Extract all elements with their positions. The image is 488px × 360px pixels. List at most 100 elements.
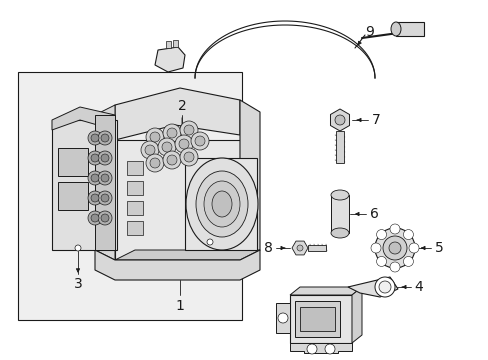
Circle shape bbox=[408, 243, 418, 253]
Bar bbox=[58, 148, 88, 176]
Polygon shape bbox=[347, 277, 397, 297]
Circle shape bbox=[98, 191, 112, 205]
Polygon shape bbox=[240, 100, 260, 260]
Circle shape bbox=[325, 344, 334, 354]
Circle shape bbox=[388, 242, 400, 254]
Bar bbox=[330, 195, 348, 233]
Bar bbox=[127, 221, 142, 235]
Polygon shape bbox=[95, 105, 115, 260]
Circle shape bbox=[378, 281, 390, 293]
Polygon shape bbox=[289, 287, 361, 295]
Ellipse shape bbox=[390, 22, 400, 36]
Circle shape bbox=[101, 174, 109, 182]
Bar bbox=[52, 120, 117, 250]
Text: 9: 9 bbox=[365, 25, 374, 39]
Circle shape bbox=[150, 132, 160, 142]
Ellipse shape bbox=[330, 228, 348, 238]
Bar bbox=[127, 161, 142, 175]
Circle shape bbox=[163, 124, 181, 142]
Circle shape bbox=[179, 139, 189, 149]
Circle shape bbox=[180, 121, 198, 139]
Circle shape bbox=[98, 211, 112, 225]
Circle shape bbox=[175, 135, 193, 153]
Text: 8: 8 bbox=[263, 241, 272, 255]
Bar bbox=[294, 301, 339, 337]
Polygon shape bbox=[115, 88, 240, 140]
Circle shape bbox=[98, 131, 112, 145]
Circle shape bbox=[374, 277, 394, 297]
Ellipse shape bbox=[196, 171, 247, 237]
Circle shape bbox=[278, 313, 287, 323]
Circle shape bbox=[145, 145, 155, 155]
Circle shape bbox=[389, 262, 399, 272]
Circle shape bbox=[88, 151, 102, 165]
Circle shape bbox=[91, 134, 99, 142]
Circle shape bbox=[88, 211, 102, 225]
Circle shape bbox=[306, 344, 316, 354]
Circle shape bbox=[296, 245, 303, 251]
Circle shape bbox=[403, 256, 412, 266]
Circle shape bbox=[183, 125, 194, 135]
Polygon shape bbox=[289, 343, 351, 353]
Bar bbox=[127, 201, 142, 215]
Circle shape bbox=[91, 214, 99, 222]
Bar bbox=[18, 72, 242, 320]
Polygon shape bbox=[351, 287, 361, 343]
Bar bbox=[165, 41, 171, 48]
Circle shape bbox=[183, 152, 194, 162]
Bar bbox=[184, 158, 257, 250]
Bar bbox=[299, 307, 334, 331]
Circle shape bbox=[75, 245, 81, 251]
Circle shape bbox=[146, 154, 163, 172]
Text: 6: 6 bbox=[369, 207, 378, 221]
Circle shape bbox=[180, 148, 198, 166]
Ellipse shape bbox=[185, 158, 258, 250]
Circle shape bbox=[101, 154, 109, 162]
Bar bbox=[289, 295, 351, 343]
Circle shape bbox=[389, 224, 399, 234]
Circle shape bbox=[370, 243, 380, 253]
Circle shape bbox=[206, 239, 213, 245]
Circle shape bbox=[98, 171, 112, 185]
Circle shape bbox=[167, 155, 177, 165]
Circle shape bbox=[376, 230, 386, 239]
Circle shape bbox=[91, 154, 99, 162]
Circle shape bbox=[101, 194, 109, 202]
Circle shape bbox=[163, 151, 181, 169]
Bar bbox=[173, 40, 178, 47]
Circle shape bbox=[374, 228, 414, 268]
Polygon shape bbox=[115, 250, 260, 260]
Bar bbox=[307, 245, 325, 251]
Circle shape bbox=[334, 115, 345, 125]
Circle shape bbox=[101, 134, 109, 142]
Text: 2: 2 bbox=[177, 99, 186, 113]
Circle shape bbox=[167, 128, 177, 138]
Circle shape bbox=[98, 151, 112, 165]
Circle shape bbox=[158, 138, 176, 156]
Circle shape bbox=[91, 174, 99, 182]
Circle shape bbox=[162, 142, 172, 152]
Circle shape bbox=[88, 191, 102, 205]
Circle shape bbox=[91, 194, 99, 202]
Ellipse shape bbox=[203, 181, 240, 227]
Bar bbox=[395, 22, 423, 36]
Text: 5: 5 bbox=[434, 241, 443, 255]
Circle shape bbox=[191, 132, 208, 150]
Circle shape bbox=[376, 256, 386, 266]
Text: 1: 1 bbox=[175, 299, 184, 313]
Circle shape bbox=[382, 236, 406, 260]
Circle shape bbox=[195, 136, 204, 146]
Circle shape bbox=[403, 230, 412, 239]
Polygon shape bbox=[52, 107, 115, 130]
Polygon shape bbox=[95, 115, 115, 250]
Circle shape bbox=[88, 131, 102, 145]
Circle shape bbox=[88, 171, 102, 185]
Bar bbox=[115, 140, 240, 260]
Polygon shape bbox=[155, 47, 184, 72]
Polygon shape bbox=[95, 250, 260, 280]
Text: 4: 4 bbox=[414, 280, 423, 294]
Bar bbox=[335, 131, 343, 163]
Text: 7: 7 bbox=[371, 113, 380, 127]
Bar bbox=[127, 181, 142, 195]
Bar bbox=[58, 182, 88, 210]
